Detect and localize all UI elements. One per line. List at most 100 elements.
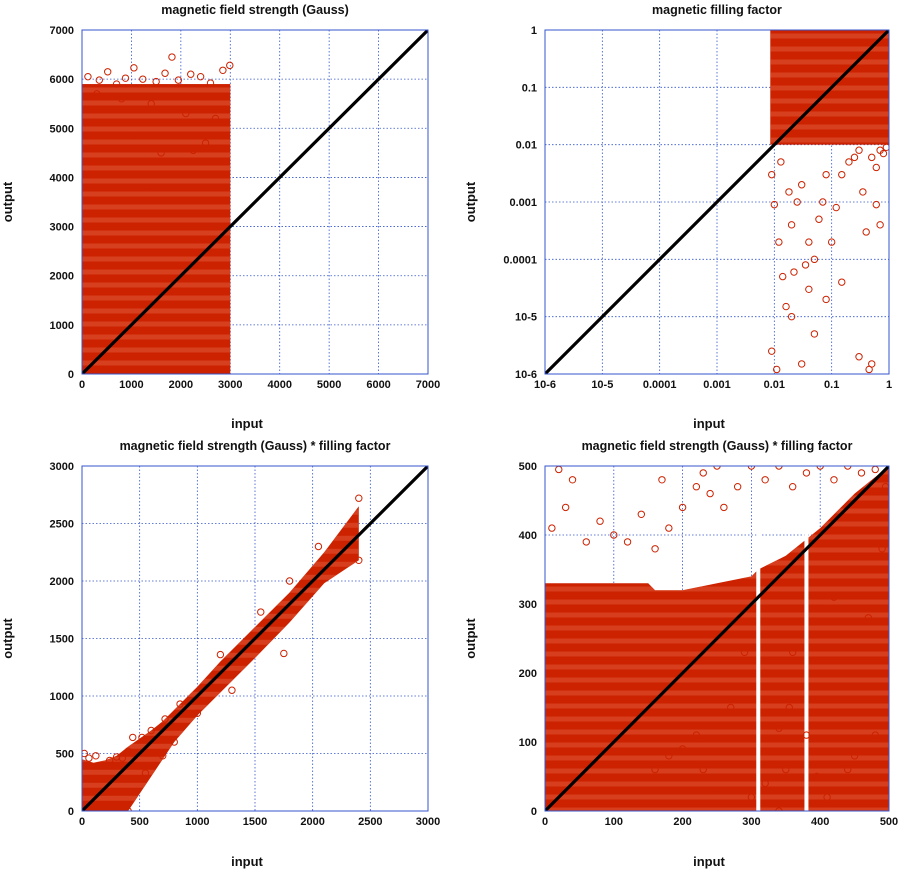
plot-area bbox=[545, 466, 889, 811]
scatter-point bbox=[174, 76, 183, 84]
x-tick-label: 10-5 bbox=[591, 379, 613, 391]
y-axis-label: output bbox=[463, 181, 478, 222]
scatter-point bbox=[727, 703, 735, 712]
scatter-point bbox=[168, 53, 176, 61]
scatter-point bbox=[733, 483, 742, 491]
chart-title: magnetic field strength (Gauss) * fillin… bbox=[582, 439, 853, 453]
scatter-point bbox=[152, 77, 160, 86]
scatter-point bbox=[206, 79, 215, 87]
y-tick-label: 400 bbox=[519, 530, 537, 542]
scatter-point bbox=[876, 221, 884, 229]
scatter-point bbox=[182, 109, 190, 118]
y-tick-label: 2000 bbox=[50, 271, 74, 283]
y-axis-label: output bbox=[463, 618, 478, 659]
panel-1: 0 1000 2000 3000 4000 5000 6000 7000 0 1000 2000 30… bbox=[0, 3, 440, 431]
scatter-point bbox=[844, 466, 852, 470]
scatter-point bbox=[118, 754, 127, 762]
y-tick-label: 0 bbox=[531, 806, 537, 818]
chart-title: magnetic field strength (Gauss) bbox=[161, 3, 349, 17]
x-tick-label: 200 bbox=[673, 816, 691, 828]
scatter-point bbox=[838, 170, 846, 179]
scatter-point bbox=[761, 669, 769, 677]
x-tick-label: 6000 bbox=[366, 379, 390, 391]
y-axis-label: output bbox=[0, 618, 15, 659]
scatter-point bbox=[82, 749, 89, 758]
scatter-point bbox=[868, 153, 876, 162]
scatter-point bbox=[832, 203, 840, 212]
scatter-point bbox=[850, 153, 859, 162]
x-tick-label: 2000 bbox=[300, 816, 324, 828]
y-tick-label: 0.1 bbox=[522, 82, 537, 94]
x-tick-label: 400 bbox=[811, 816, 829, 828]
scatter-point bbox=[561, 503, 570, 512]
y-tick-label: 10-6 bbox=[515, 369, 537, 381]
x-tick-label: 300 bbox=[742, 816, 760, 828]
scatter-point bbox=[815, 215, 823, 223]
scatter-point bbox=[805, 285, 813, 294]
scatter-point bbox=[665, 524, 673, 532]
x-tick-label: 3000 bbox=[416, 816, 440, 828]
scatter-point bbox=[196, 72, 205, 81]
scatter-point bbox=[822, 170, 830, 179]
scatter-point bbox=[678, 745, 687, 753]
x-tick-label: 0 bbox=[79, 379, 85, 391]
scatter-point bbox=[84, 72, 92, 81]
scatter-point bbox=[228, 686, 236, 694]
scatter-point bbox=[740, 648, 749, 656]
scatter-point bbox=[699, 765, 707, 774]
scatter-point bbox=[219, 66, 227, 74]
x-axis-label: input bbox=[693, 854, 725, 869]
scatter-point bbox=[85, 754, 93, 762]
panel-2: 10-6 10-5 0.0001 0.001 0.01 0.1 1 10-6 10-5 0.000… bbox=[463, 3, 892, 431]
y-tick-label: 7000 bbox=[50, 25, 74, 37]
y-tick-label: 0 bbox=[68, 806, 74, 818]
scatter-point bbox=[142, 183, 150, 191]
plot-area bbox=[82, 466, 428, 811]
x-tick-label: 500 bbox=[130, 816, 148, 828]
y-axis-label: output bbox=[0, 181, 15, 222]
scatter-point bbox=[747, 466, 756, 470]
x-tick-label: 1500 bbox=[243, 816, 267, 828]
scatter-point bbox=[92, 752, 100, 760]
scatter-point bbox=[257, 608, 265, 616]
scatter-point bbox=[813, 772, 821, 781]
scatter-point bbox=[810, 330, 819, 338]
scatter-point bbox=[838, 278, 846, 286]
scatter-point bbox=[782, 765, 790, 774]
scatter-point bbox=[787, 221, 796, 229]
scatter-point bbox=[355, 556, 363, 564]
scatter-point bbox=[844, 765, 852, 774]
scatter-point bbox=[139, 75, 147, 83]
y-tick-label: 2500 bbox=[50, 519, 74, 531]
x-tick-label: 0.01 bbox=[764, 379, 785, 391]
scatter-point bbox=[787, 312, 796, 321]
x-axis-label: input bbox=[231, 416, 263, 431]
scatter-point bbox=[112, 80, 121, 88]
scatter-point bbox=[790, 268, 798, 276]
scatter-point bbox=[805, 238, 813, 246]
scatter-point bbox=[161, 715, 169, 723]
scatter-point bbox=[713, 466, 721, 470]
scatter-point bbox=[775, 238, 783, 246]
scatter-point bbox=[226, 61, 234, 70]
plot-area bbox=[545, 30, 889, 374]
scatter-point bbox=[785, 703, 793, 712]
scatter-point bbox=[555, 466, 563, 474]
scatter-point bbox=[830, 593, 838, 601]
scatter-point bbox=[161, 69, 169, 77]
scatter-point bbox=[782, 302, 790, 311]
scatter-point bbox=[845, 158, 853, 166]
scatter-point bbox=[768, 347, 776, 355]
x-axis-label: input bbox=[231, 854, 263, 869]
x-tick-label: 0.1 bbox=[824, 379, 839, 391]
scatter-point bbox=[797, 360, 806, 368]
scatter-point bbox=[678, 503, 687, 512]
y-tick-label: 4000 bbox=[50, 172, 74, 184]
scatter-point bbox=[785, 188, 793, 196]
scatter-point bbox=[159, 752, 167, 760]
scatter-point bbox=[879, 149, 888, 158]
y-tick-label: 0.0001 bbox=[503, 254, 537, 266]
y-tick-label: 6000 bbox=[50, 74, 74, 86]
scatter-point bbox=[777, 158, 785, 166]
scatter-point bbox=[216, 650, 225, 659]
